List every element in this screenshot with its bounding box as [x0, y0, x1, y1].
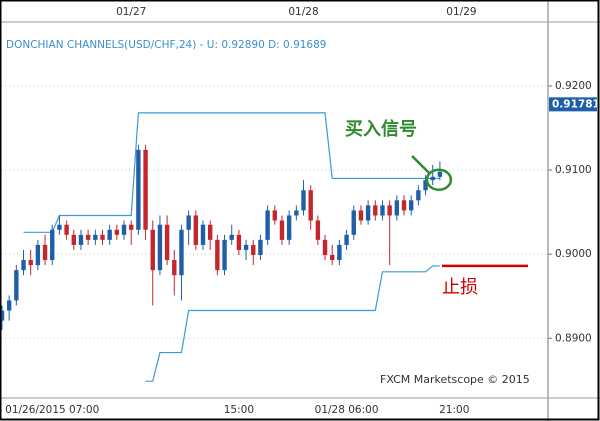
candle-body [78, 234, 84, 245]
candle-body [286, 215, 292, 240]
channel-upper [23, 112, 440, 233]
x-tick-label: 15:00 [224, 404, 254, 416]
candle-body [308, 190, 313, 221]
x-tick-label: 01/26/2015 07:00 [5, 404, 99, 416]
y-tick-label: 0.9100 [555, 164, 592, 176]
candle-body [21, 260, 26, 271]
candle-body [14, 270, 19, 301]
candle-body [207, 224, 213, 240]
candle-body [114, 229, 120, 235]
candle-body [279, 220, 285, 240]
buy-signal-circle [425, 168, 453, 191]
candle-body [322, 239, 328, 256]
candle-body [186, 215, 191, 230]
candle-body [93, 234, 98, 240]
candle-body [358, 210, 364, 221]
candle-body [157, 224, 163, 271]
y-tick-label: 0.9200 [555, 80, 592, 92]
top-x-tick-label: 01/29 [446, 6, 476, 18]
candle-body [28, 260, 33, 266]
buy-signal-label: 买入信号 [345, 118, 417, 140]
candle-body [416, 190, 421, 201]
candle-body [215, 239, 220, 271]
last-price-label: 0.91781 [552, 98, 600, 110]
candle-body [344, 234, 349, 245]
candle-body [50, 229, 55, 261]
candle-body [380, 205, 385, 216]
candle-body [373, 205, 378, 216]
candle-body [0, 310, 5, 321]
x-tick-label: 21:00 [439, 404, 469, 416]
candle-body [401, 200, 407, 211]
candle-body [337, 244, 342, 261]
candle-body [251, 244, 256, 256]
candle-body [437, 171, 443, 177]
stop-loss-label: 止损 [442, 277, 478, 298]
candle-body [164, 224, 170, 261]
candle-body [258, 239, 263, 256]
candle-body [365, 205, 371, 221]
channel-lower [145, 265, 440, 382]
candle-body [71, 234, 76, 245]
candle-body [179, 229, 184, 276]
top-x-tick-label: 01/28 [288, 6, 318, 18]
candle-body [57, 224, 62, 230]
candle-body [6, 300, 12, 311]
candle-body [229, 234, 234, 240]
candle-body [330, 255, 335, 261]
candle-body [301, 190, 306, 211]
candle-body [243, 244, 249, 250]
candle-body [136, 149, 141, 230]
candle-body [294, 210, 299, 216]
candle-body [193, 215, 199, 245]
candle-body [107, 229, 112, 240]
candle-body [423, 180, 428, 191]
candle-body [64, 224, 69, 235]
candle-body [172, 260, 177, 276]
candle-body [408, 200, 414, 211]
top-x-tick-label: 01/27 [116, 6, 146, 18]
x-tick-label: 01/28 06:00 [315, 404, 379, 416]
buy-signal-arrow [411, 155, 430, 174]
y-tick-label: 0.9000 [555, 248, 592, 260]
candle-body [222, 239, 227, 271]
y-tick-label: 0.8900 [555, 332, 592, 344]
candle-body [351, 210, 356, 235]
indicator-label: DONCHIAN CHANNELS(USD/CHF,24) - U: 0.928… [6, 39, 326, 51]
candle-body [387, 205, 392, 216]
candle-body [35, 244, 41, 266]
last-price-box [549, 97, 597, 112]
candle-body [236, 234, 242, 250]
candle-body [129, 224, 134, 230]
candle-body [85, 234, 91, 240]
candle-body [272, 210, 277, 221]
candle-body [265, 210, 270, 240]
watermark: FXCM Marketscope © 2015 [380, 373, 530, 386]
candle-body [42, 244, 48, 261]
candle-body [121, 224, 127, 235]
candle-body [430, 176, 435, 181]
candle-body [315, 220, 321, 240]
candle-body [394, 200, 400, 216]
candle-body [143, 149, 148, 230]
candle-body [200, 224, 206, 245]
candle-body [100, 234, 105, 240]
candle-body [150, 229, 155, 271]
